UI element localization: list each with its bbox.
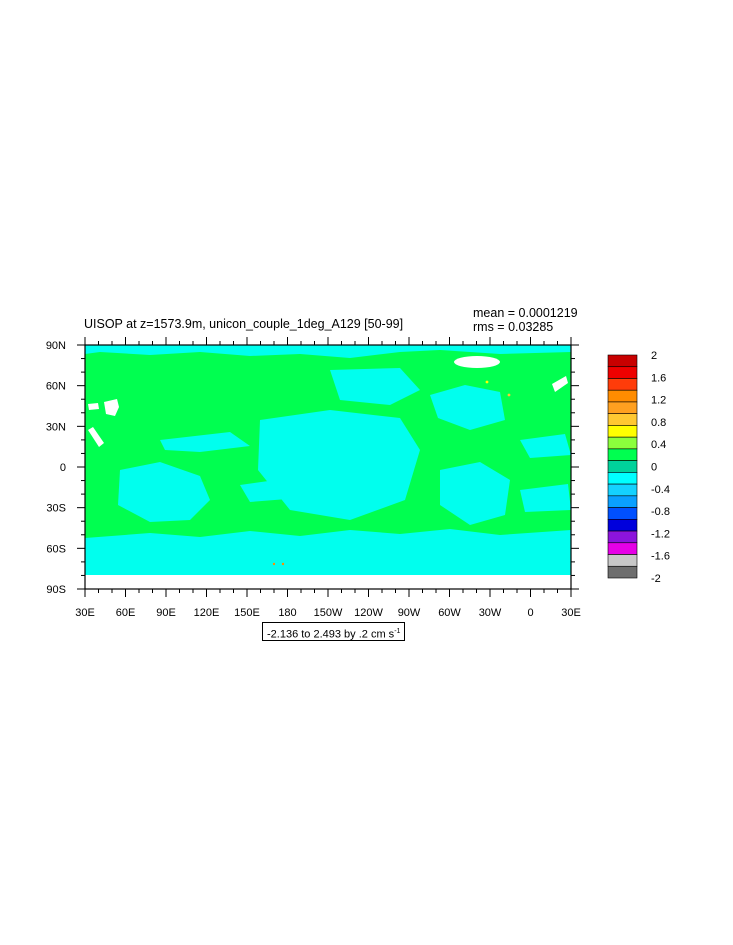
y-tick-label: 60S <box>46 543 66 555</box>
indian-ocean-patch <box>118 462 210 522</box>
colorbar-label: -1.2 <box>651 528 670 540</box>
colorbar-label: 2 <box>651 350 657 362</box>
colorbar-swatch <box>607 495 638 508</box>
equatorial-streak-b <box>520 434 571 458</box>
southern-ocean-band <box>85 529 571 575</box>
y-tick-label: 30S <box>46 503 66 515</box>
colorbar-swatch <box>607 483 638 497</box>
x-tick-label: 90E <box>156 607 176 619</box>
tibet-missing-patch <box>104 399 119 416</box>
colorbar-swatch <box>607 507 638 520</box>
y-tick-label: 0 <box>60 462 66 474</box>
colorbar-label: -2 <box>651 573 661 585</box>
x-tick-label: 30E <box>75 607 95 619</box>
colorbar-label: 0.4 <box>651 439 666 451</box>
rms-stat: rms = 0.03285 <box>473 320 554 334</box>
x-tick-label: 120E <box>194 607 220 619</box>
north-pacific-patch <box>330 368 420 405</box>
colorbar-swatch <box>607 542 638 555</box>
x-tick-label: 180 <box>278 607 296 619</box>
colorbar-swatch <box>607 401 638 414</box>
y-tick-label: 90S <box>46 584 66 596</box>
x-tick-label: 0 <box>527 607 533 619</box>
warm-dot-c <box>272 562 276 566</box>
colorbar-swatch <box>607 378 638 391</box>
colorbar-swatch <box>607 366 638 379</box>
colorbar-label: -0.4 <box>651 484 670 496</box>
x-tick-label: 30E <box>561 607 581 619</box>
colorbar-label: 0.8 <box>651 417 666 429</box>
arabia-missing-patch <box>88 427 104 447</box>
south-atlantic-patch <box>440 462 510 525</box>
arctic-band <box>85 345 571 358</box>
small-missing-patch <box>88 403 99 410</box>
colorbar-swatch <box>607 554 638 567</box>
equatorial-streak-a <box>160 432 250 452</box>
x-tick-label: 90W <box>398 607 421 619</box>
colorbar-swatch <box>607 389 638 403</box>
field-layer <box>85 345 571 575</box>
x-tick-label: 150E <box>234 607 260 619</box>
y-tick-label: 90N <box>46 340 66 352</box>
colorbar-swatch <box>607 436 638 450</box>
greenland-missing-patch <box>454 356 500 368</box>
x-tick-label: 60E <box>116 607 136 619</box>
colorbar-swatch <box>607 472 638 485</box>
x-tick-label: 150W <box>314 607 343 619</box>
range-unit-exponent: -1 <box>394 628 401 635</box>
contour-range-label: -2.136 to 2.493 by .2 cm s-1 <box>262 622 406 641</box>
range-text: -2.136 to 2.493 by .2 cm s <box>267 628 395 641</box>
colorbar-label: 0 <box>651 462 657 474</box>
x-tick-label: 60W <box>438 607 461 619</box>
x-tick-label: 120W <box>354 607 383 619</box>
warm-dot-b <box>507 393 511 397</box>
colorbar-swatch <box>607 565 638 579</box>
north-atlantic-patch <box>430 385 505 430</box>
colorbar-swatch <box>607 425 638 438</box>
colorbar-swatch <box>607 354 638 368</box>
colorbar-label: -0.8 <box>651 506 670 518</box>
colorbar-swatch <box>607 530 638 544</box>
colorbar-label: -1.6 <box>651 551 670 563</box>
central-pacific-patch <box>258 410 420 520</box>
warm-dot-d <box>281 562 285 566</box>
colorbar-label: 1.6 <box>651 372 666 384</box>
x-tick-label: 30W <box>479 607 502 619</box>
warm-dot-a <box>485 380 489 384</box>
south-streak-a <box>240 478 300 502</box>
colorbar-swatch <box>607 413 638 426</box>
mean-stat: mean = 0.0001219 <box>473 306 578 320</box>
colorbar-label: 1.2 <box>651 395 666 407</box>
plot-title: UISOP at z=1573.9m, unicon_couple_1deg_A… <box>84 317 404 331</box>
svalbard-missing-patch <box>552 376 568 392</box>
colorbar-swatch <box>607 448 638 461</box>
y-tick-label: 30N <box>46 421 66 433</box>
colorbar-swatch <box>607 460 638 473</box>
colorbar-swatch <box>607 519 638 532</box>
y-tick-label: 60N <box>46 381 66 393</box>
south-streak-b <box>520 484 571 512</box>
